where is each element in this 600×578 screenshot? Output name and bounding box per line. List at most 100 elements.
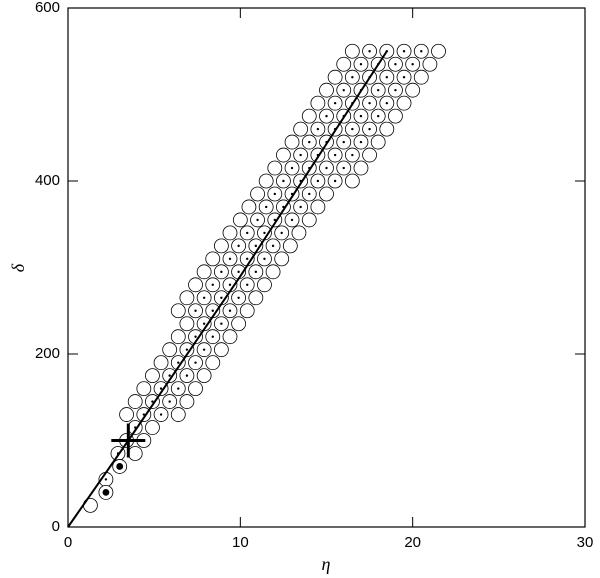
point: [319, 108, 334, 124]
point: [170, 329, 186, 345]
point: [396, 95, 412, 111]
point: [284, 160, 300, 176]
point: [257, 251, 272, 267]
point: [293, 121, 309, 137]
point: [145, 394, 160, 409]
point: [188, 277, 203, 293]
point: [258, 199, 274, 215]
point: [344, 147, 360, 163]
point: [179, 290, 195, 306]
point: [370, 108, 386, 124]
point: [353, 108, 369, 124]
point: [362, 121, 377, 137]
point: [196, 264, 212, 280]
x-tick-label: 0: [64, 534, 72, 551]
point: [241, 199, 257, 215]
point: [239, 225, 255, 241]
point: [274, 225, 290, 241]
point: [319, 160, 334, 176]
point: [327, 173, 343, 189]
point: [98, 484, 114, 500]
x-tick-label: 20: [404, 534, 421, 551]
point: [284, 134, 300, 150]
point: [379, 69, 395, 85]
point: [353, 134, 369, 150]
point: [413, 69, 429, 85]
point: [170, 303, 186, 319]
point: [405, 82, 421, 98]
point: [396, 69, 412, 85]
point: [265, 238, 281, 254]
point: [179, 316, 195, 332]
point: [274, 251, 290, 267]
point: [301, 108, 317, 124]
point: [127, 446, 143, 461]
point: [388, 108, 403, 124]
point: [188, 303, 203, 319]
point: [170, 381, 186, 397]
point: [293, 199, 309, 215]
point: [213, 238, 229, 254]
point: [336, 56, 352, 72]
point: [231, 316, 247, 332]
point: [205, 303, 221, 319]
plot-frame: [67, 7, 586, 528]
point: [239, 251, 255, 267]
point: [284, 212, 300, 228]
y-tick-label: 0: [52, 518, 60, 535]
point: [267, 186, 283, 202]
point: [153, 355, 169, 371]
point: [276, 173, 291, 189]
point: [188, 329, 203, 345]
point: [291, 225, 307, 241]
point: [213, 316, 229, 332]
point: [327, 69, 343, 85]
point: [231, 238, 247, 254]
point: [301, 134, 317, 150]
point: [145, 368, 160, 384]
point: [319, 186, 334, 202]
x-tick-label: 30: [577, 534, 594, 551]
point: [112, 459, 128, 474]
point: [388, 82, 403, 98]
point: [205, 355, 221, 371]
y-tick-label: 200: [35, 345, 60, 362]
point: [213, 264, 229, 280]
point: [362, 95, 377, 111]
point: [431, 43, 446, 59]
point: [362, 147, 377, 163]
point: [353, 160, 369, 176]
point: [265, 264, 281, 280]
point: [196, 290, 212, 306]
point: [413, 43, 429, 59]
point: [196, 342, 212, 358]
point: [145, 420, 160, 435]
point: [319, 82, 334, 98]
point: [257, 277, 272, 293]
point: [282, 238, 298, 254]
point: [153, 381, 169, 397]
point: [188, 355, 203, 371]
point: [344, 69, 360, 85]
point: [388, 56, 403, 72]
y-tick-label: 400: [35, 172, 60, 189]
point: [310, 199, 326, 215]
point: [232, 212, 248, 228]
y-tick-label: 600: [35, 0, 60, 16]
x-axis-label: η: [322, 554, 331, 574]
y-axis-label: δ: [8, 263, 28, 272]
point: [379, 121, 395, 137]
point: [179, 394, 195, 409]
point: [310, 121, 326, 137]
point: [327, 147, 343, 163]
point: [293, 147, 309, 163]
point: [301, 186, 317, 202]
point: [162, 394, 178, 409]
point: [222, 329, 238, 345]
point: [162, 368, 178, 384]
point: [250, 212, 265, 228]
fit-line: [67, 50, 388, 528]
point: [205, 329, 221, 345]
point: [162, 342, 178, 358]
